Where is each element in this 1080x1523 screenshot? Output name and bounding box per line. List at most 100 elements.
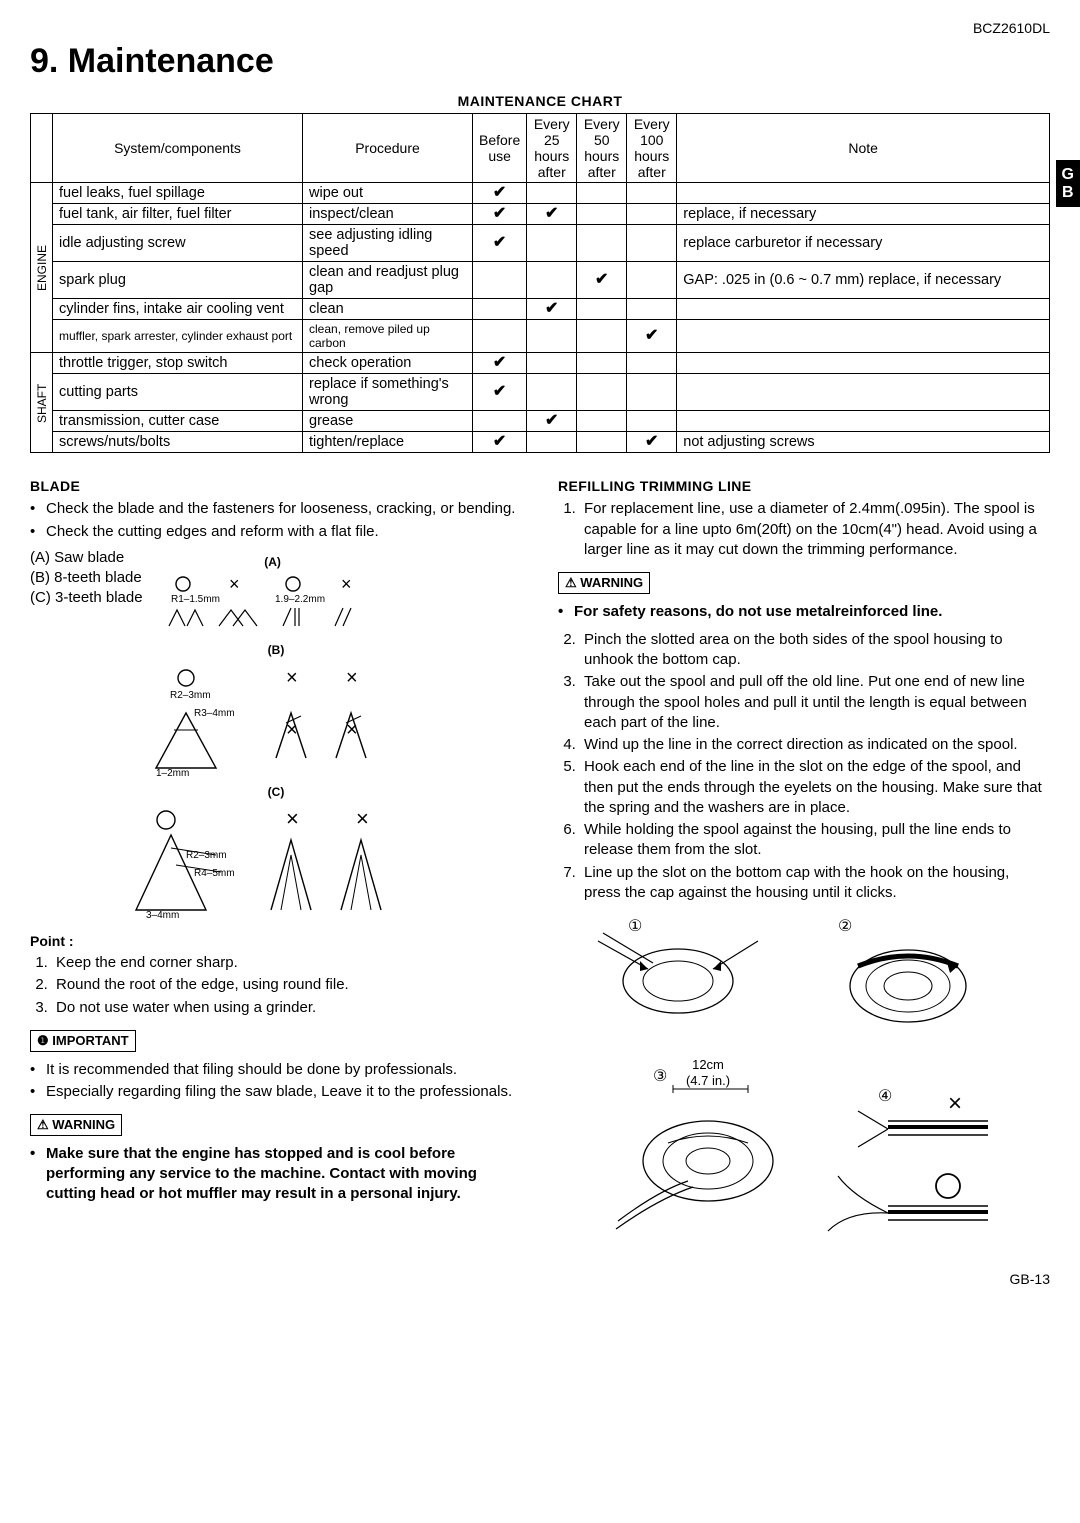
cell: transmission, cutter case <box>53 411 303 432</box>
cell: ✔ <box>473 353 527 374</box>
cell <box>677 353 1050 374</box>
cell <box>627 374 677 411</box>
legend-c: (C) 3-teeth blade <box>30 588 143 608</box>
svg-text:×: × <box>346 667 358 689</box>
cell: tighten/replace <box>303 432 473 453</box>
cell <box>527 320 577 353</box>
page-number: GB-13 <box>1010 1271 1050 1287</box>
refill-item: Pinch the slotted area on the both sides… <box>580 630 1050 671</box>
diagram-c: (C) R2–3mm R4–5mm 3–4mm × × <box>30 784 522 920</box>
cell: ✔ <box>473 374 527 411</box>
cell <box>473 411 527 432</box>
cell: inspect/clean <box>303 204 473 225</box>
svg-text:1.9–2.2mm: 1.9–2.2mm <box>275 594 325 605</box>
important-label: ❶ IMPORTANT <box>30 1030 136 1052</box>
cell <box>627 411 677 432</box>
cell: fuel leaks, fuel spillage <box>53 183 303 204</box>
cell: cylinder fins, intake air cooling vent <box>53 299 303 320</box>
cell <box>577 374 627 411</box>
cell: clean <box>303 299 473 320</box>
svg-text:①: ① <box>628 918 642 935</box>
svg-text:3–4mm: 3–4mm <box>146 910 179 920</box>
cell <box>577 183 627 204</box>
col-system: System/components <box>53 114 303 183</box>
blade-item: Check the blade and the fasteners for lo… <box>30 499 522 519</box>
cell <box>577 411 627 432</box>
cell <box>527 262 577 299</box>
svg-text:R4–5mm: R4–5mm <box>194 868 235 879</box>
cell: throttle trigger, stop switch <box>53 353 303 374</box>
cell <box>473 262 527 299</box>
cell <box>577 204 627 225</box>
refill-item: Hook each end of the line in the slot on… <box>580 757 1050 818</box>
col-procedure: Procedure <box>303 114 473 183</box>
maintenance-table: System/components Procedure Beforeuse Ev… <box>30 113 1050 453</box>
svg-text:(4.7 in.): (4.7 in.) <box>686 1073 730 1088</box>
legend-a: (A) Saw blade <box>30 548 143 568</box>
cell: ✔ <box>627 432 677 453</box>
cell <box>577 225 627 262</box>
cell <box>473 299 527 320</box>
cell: check operation <box>303 353 473 374</box>
cell: see adjusting idling speed <box>303 225 473 262</box>
cell: wipe out <box>303 183 473 204</box>
cell <box>677 299 1050 320</box>
cell <box>527 225 577 262</box>
svg-text:R2–3mm: R2–3mm <box>170 690 211 701</box>
language-tab: GB <box>1056 160 1080 207</box>
refill-item: For replacement line, use a diameter of … <box>580 499 1050 560</box>
cell <box>527 353 577 374</box>
svg-text:×: × <box>229 574 240 594</box>
cell: grease <box>303 411 473 432</box>
cell: ✔ <box>627 320 677 353</box>
blade-item: Check the cutting edges and reform with … <box>30 522 522 542</box>
warning-line: For safety reasons, do not use metalrein… <box>558 602 1050 622</box>
cell: screws/nuts/bolts <box>53 432 303 453</box>
cell: replace carburetor if necessary <box>677 225 1050 262</box>
col-before: Beforeuse <box>473 114 527 183</box>
important-item: Especially regarding filing the saw blad… <box>30 1082 522 1102</box>
col-50: Every50hoursafter <box>577 114 627 183</box>
cell: spark plug <box>53 262 303 299</box>
refill-item: Wind up the line in the correct directio… <box>580 735 1050 755</box>
point-item: Do not use water when using a grinder. <box>52 998 522 1018</box>
cell <box>677 320 1050 353</box>
cell <box>527 432 577 453</box>
model-number: BCZ2610DL <box>30 20 1050 36</box>
cell: fuel tank, air filter, fuel filter <box>53 204 303 225</box>
cell: cutting parts <box>53 374 303 411</box>
cell <box>627 204 677 225</box>
svg-text:1–2mm: 1–2mm <box>156 768 189 778</box>
warning-text: Make sure that the engine has stopped an… <box>30 1144 522 1205</box>
spool-diagram: ① ② ③ 12cm (4.7 in.) <box>558 911 1028 1271</box>
point-heading: Point : <box>30 932 522 951</box>
cell <box>677 374 1050 411</box>
cell: ✔ <box>473 225 527 262</box>
important-item: It is recommended that filing should be … <box>30 1060 522 1080</box>
svg-text:R1–1.5mm: R1–1.5mm <box>171 594 220 605</box>
svg-text:12cm: 12cm <box>692 1057 724 1072</box>
cell: idle adjusting screw <box>53 225 303 262</box>
svg-text:×: × <box>346 719 358 741</box>
svg-text:②: ② <box>838 918 852 935</box>
cell: replace, if necessary <box>677 204 1050 225</box>
cell: ✔ <box>473 204 527 225</box>
svg-text:③: ③ <box>653 1068 667 1085</box>
chart-title: MAINTENANCE CHART <box>30 93 1050 109</box>
point-item: Round the root of the edge, using round … <box>52 975 522 995</box>
col-25: Every25hoursafter <box>527 114 577 183</box>
refill-heading: REFILLING TRIMMING LINE <box>558 477 1050 496</box>
cell: clean, remove piled up carbon <box>303 320 473 353</box>
cell: ✔ <box>473 432 527 453</box>
diagram-b: (B) R2–3mm R3–4mm 1–2mm × × × × <box>30 642 522 778</box>
col-note: Note <box>677 114 1050 183</box>
svg-text:×: × <box>948 1090 962 1117</box>
cell <box>577 353 627 374</box>
cell: ✔ <box>527 411 577 432</box>
group-engine: ENGINE <box>31 183 53 353</box>
svg-text:×: × <box>356 806 369 831</box>
svg-text:×: × <box>286 719 298 741</box>
cell <box>677 411 1050 432</box>
cell <box>627 183 677 204</box>
warning-label-right: ⚠ WARNING <box>558 572 650 594</box>
